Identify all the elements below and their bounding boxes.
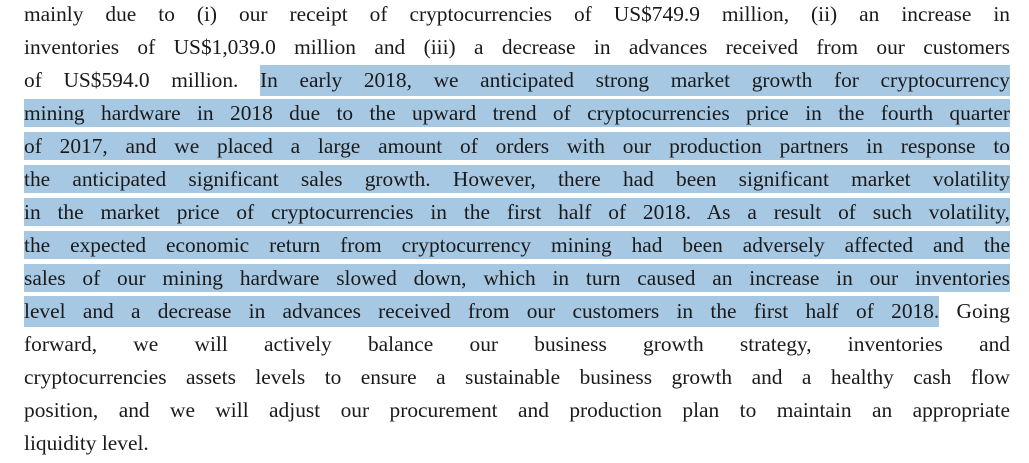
selected-text[interactable]: mining hardware in 2018 due to the upwar… <box>24 99 1010 127</box>
text-line-9: sales of our mining hardware slowed down… <box>24 262 1010 295</box>
line-text: forward, we will actively balance our bu… <box>24 332 1010 356</box>
text-line-13: position, and we will adjust our procure… <box>24 394 1010 427</box>
text-line-2: inventories of US$1,039.0 million and (i… <box>24 31 1010 64</box>
line-text: cryptocurrencies assets levels to ensure… <box>24 365 1010 389</box>
text-line-6: the anticipated significant sales growth… <box>24 163 1010 196</box>
document-paragraph: mainly due to (i) our receipt of cryptoc… <box>24 0 1010 460</box>
line-text: of US$594.0 million. <box>24 68 261 92</box>
text-line-4: mining hardware in 2018 due to the upwar… <box>24 97 1010 130</box>
selected-text[interactable]: sales of our mining hardware slowed down… <box>24 264 1010 292</box>
line-text: mainly due to (i) our receipt of cryptoc… <box>24 2 1010 26</box>
selected-text[interactable]: of 2017, and we placed a large amount of… <box>24 132 1010 160</box>
line-text: Going <box>939 299 1011 323</box>
selected-text[interactable]: the anticipated significant sales growth… <box>24 165 1010 193</box>
text-line-14: liquidity level. <box>24 427 1010 460</box>
text-line-11: forward, we will actively balance our bu… <box>24 328 1010 361</box>
text-line-10: level and a decrease in advances receive… <box>24 295 1010 328</box>
selected-text[interactable]: the expected economic return from crypto… <box>24 231 1010 259</box>
text-line-7: in the market price of cryptocurrencies … <box>24 196 1010 229</box>
text-line-8: the expected economic return from crypto… <box>24 229 1010 262</box>
text-line-1: mainly due to (i) our receipt of cryptoc… <box>24 0 1010 31</box>
selected-text[interactable]: In early 2018, we anticipated strong mar… <box>260 65 1010 96</box>
selected-text[interactable]: level and a decrease in advances receive… <box>24 296 940 327</box>
text-line-3: of US$594.0 million. In early 2018, we a… <box>24 64 1010 97</box>
line-text: position, and we will adjust our procure… <box>24 398 1010 422</box>
selected-text[interactable]: in the market price of cryptocurrencies … <box>24 198 1010 226</box>
line-text: liquidity level. <box>24 431 149 455</box>
line-text: inventories of US$1,039.0 million and (i… <box>24 35 1010 59</box>
text-line-5: of 2017, and we placed a large amount of… <box>24 130 1010 163</box>
text-line-12: cryptocurrencies assets levels to ensure… <box>24 361 1010 394</box>
